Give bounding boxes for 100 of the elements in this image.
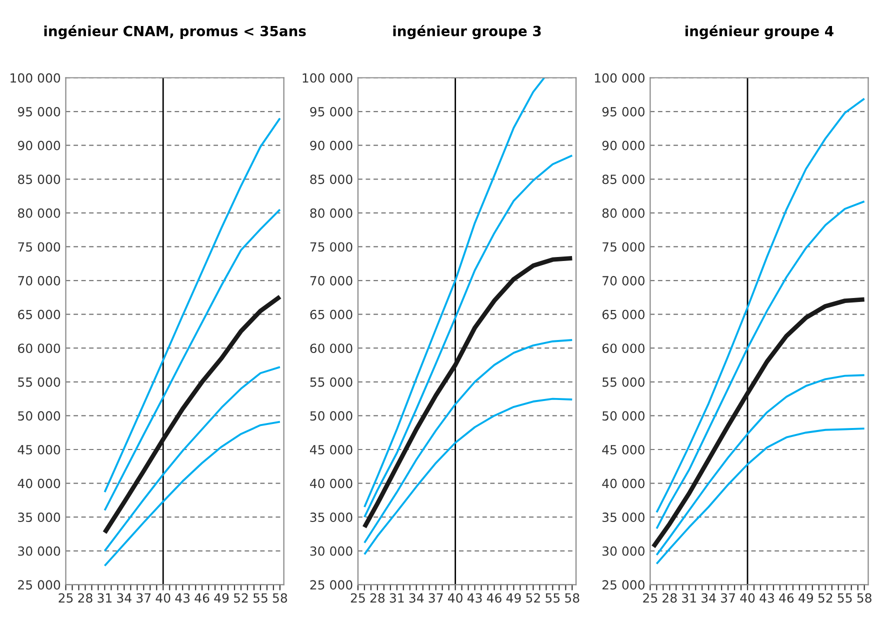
y-tick-label: 80 000	[310, 208, 352, 218]
line-series	[363, 398, 574, 556]
line-series	[363, 154, 574, 518]
x-tick-label: 58	[565, 593, 580, 603]
y-tick-label: 40 000	[18, 478, 60, 488]
y-tick-label: 25 000	[602, 580, 644, 590]
y-tick-label: 50 000	[602, 411, 644, 421]
y-tick-label: 40 000	[602, 478, 644, 488]
y-tick-label: 75 000	[310, 242, 352, 252]
x-tick-label: 40	[448, 593, 462, 603]
x-tick-label: 49	[214, 593, 229, 603]
x-tick-label: 58	[857, 593, 872, 603]
x-tick-label: 37	[721, 593, 735, 603]
y-tick-label: 80 000	[18, 208, 60, 218]
y-tick-label: 40 000	[310, 478, 352, 488]
y-tick-label: 60 000	[18, 344, 60, 354]
line-series	[656, 374, 866, 556]
y-tick-label: 65 000	[310, 310, 352, 320]
line-series	[656, 200, 866, 530]
x-tick-label: 52	[234, 593, 248, 603]
x-tick-label: 52	[526, 593, 540, 603]
x-tick-label: 25	[350, 593, 365, 603]
x-tick-label: 46	[194, 593, 210, 603]
line-series	[656, 428, 866, 565]
y-tick-label: 30 000	[310, 546, 352, 556]
y-tick-label: 45 000	[310, 444, 352, 454]
x-tick-label: 40	[740, 593, 755, 603]
x-tick-label: 49	[506, 593, 521, 603]
x-tick-label: 52	[818, 593, 832, 603]
x-tick-label: 55	[546, 593, 560, 603]
y-tick-label: 70 000	[18, 276, 60, 286]
x-tick-label: 37	[428, 593, 443, 603]
y-tick-label: 95 000	[18, 107, 60, 116]
x-tick-label: 34	[409, 593, 424, 603]
y-tick-label: 100 000	[302, 73, 352, 83]
y-tick-label: 95 000	[310, 107, 352, 116]
y-tick-label: 60 000	[310, 344, 352, 354]
y-tick-label: 70 000	[602, 276, 644, 286]
y-tick-label: 45 000	[602, 444, 644, 454]
line-series	[656, 98, 866, 514]
y-tick-label: 55 000	[18, 377, 60, 387]
x-tick-label: 46	[779, 593, 794, 603]
x-tick-label: 46	[486, 593, 502, 603]
x-tick-label: 58	[272, 593, 288, 603]
chart-title: ingénieur groupe 3	[393, 24, 541, 40]
y-tick-label: 35 000	[310, 512, 352, 522]
y-tick-label: 100 000	[594, 73, 644, 83]
y-tick-label: 85 000	[602, 174, 644, 184]
line-series	[102, 294, 282, 535]
chart-title: ingénieur CNAM, promus < 35ans	[44, 24, 306, 40]
x-tick-label: 34	[702, 593, 716, 603]
y-tick-label: 80 000	[602, 208, 644, 218]
y-tick-label: 30 000	[602, 546, 644, 556]
x-tick-label: 55	[838, 593, 852, 603]
y-tick-label: 55 000	[602, 377, 644, 387]
line-series	[104, 117, 281, 494]
line-series	[104, 420, 281, 567]
y-tick-label: 85 000	[18, 174, 60, 184]
x-tick-label: 28	[78, 593, 92, 603]
line-series	[104, 208, 281, 512]
x-tick-label: 49	[798, 593, 813, 603]
x-tick-label: 28	[370, 593, 385, 603]
y-tick-label: 75 000	[602, 242, 644, 252]
y-tick-label: 30 000	[18, 546, 60, 556]
y-tick-label: 25 000	[310, 580, 352, 590]
y-tick-label: 60 000	[602, 344, 644, 354]
y-tick-label: 85 000	[310, 174, 352, 184]
x-tick-label: 43	[467, 593, 482, 603]
x-tick-label: 40	[156, 593, 170, 603]
y-tick-label: 75 000	[18, 242, 60, 252]
y-tick-label: 95 000	[602, 107, 644, 116]
x-tick-label: 34	[117, 593, 132, 603]
x-tick-label: 31	[390, 593, 404, 603]
y-tick-label: 65 000	[18, 310, 60, 320]
x-tick-label: 31	[682, 593, 696, 603]
x-tick-label: 43	[760, 593, 774, 603]
y-tick-label: 55 000	[310, 377, 352, 387]
line-series	[363, 339, 574, 544]
x-tick-label: 37	[136, 593, 151, 603]
y-tick-label: 25 000	[18, 580, 60, 590]
y-tick-label: 90 000	[602, 140, 644, 150]
x-tick-label: 55	[253, 593, 268, 603]
line-series	[104, 366, 281, 552]
y-tick-label: 100 000	[10, 73, 60, 83]
x-tick-label: 31	[98, 593, 112, 603]
y-tick-label: 50 000	[18, 411, 60, 421]
line-series	[362, 256, 574, 530]
y-tick-label: 90 000	[18, 140, 60, 150]
y-tick-label: 35 000	[18, 512, 60, 522]
y-tick-label: 50 000	[310, 411, 352, 421]
line-series	[363, 78, 546, 508]
x-tick-label: 28	[662, 593, 677, 603]
x-tick-label: 25	[58, 593, 73, 603]
chart-title: ingénieur groupe 4	[686, 24, 834, 40]
y-tick-label: 65 000	[602, 310, 644, 320]
x-tick-label: 43	[175, 593, 190, 603]
y-tick-label: 35 000	[602, 512, 644, 522]
y-tick-label: 90 000	[310, 140, 352, 150]
y-tick-label: 45 000	[18, 444, 60, 454]
y-tick-label: 70 000	[310, 276, 352, 286]
